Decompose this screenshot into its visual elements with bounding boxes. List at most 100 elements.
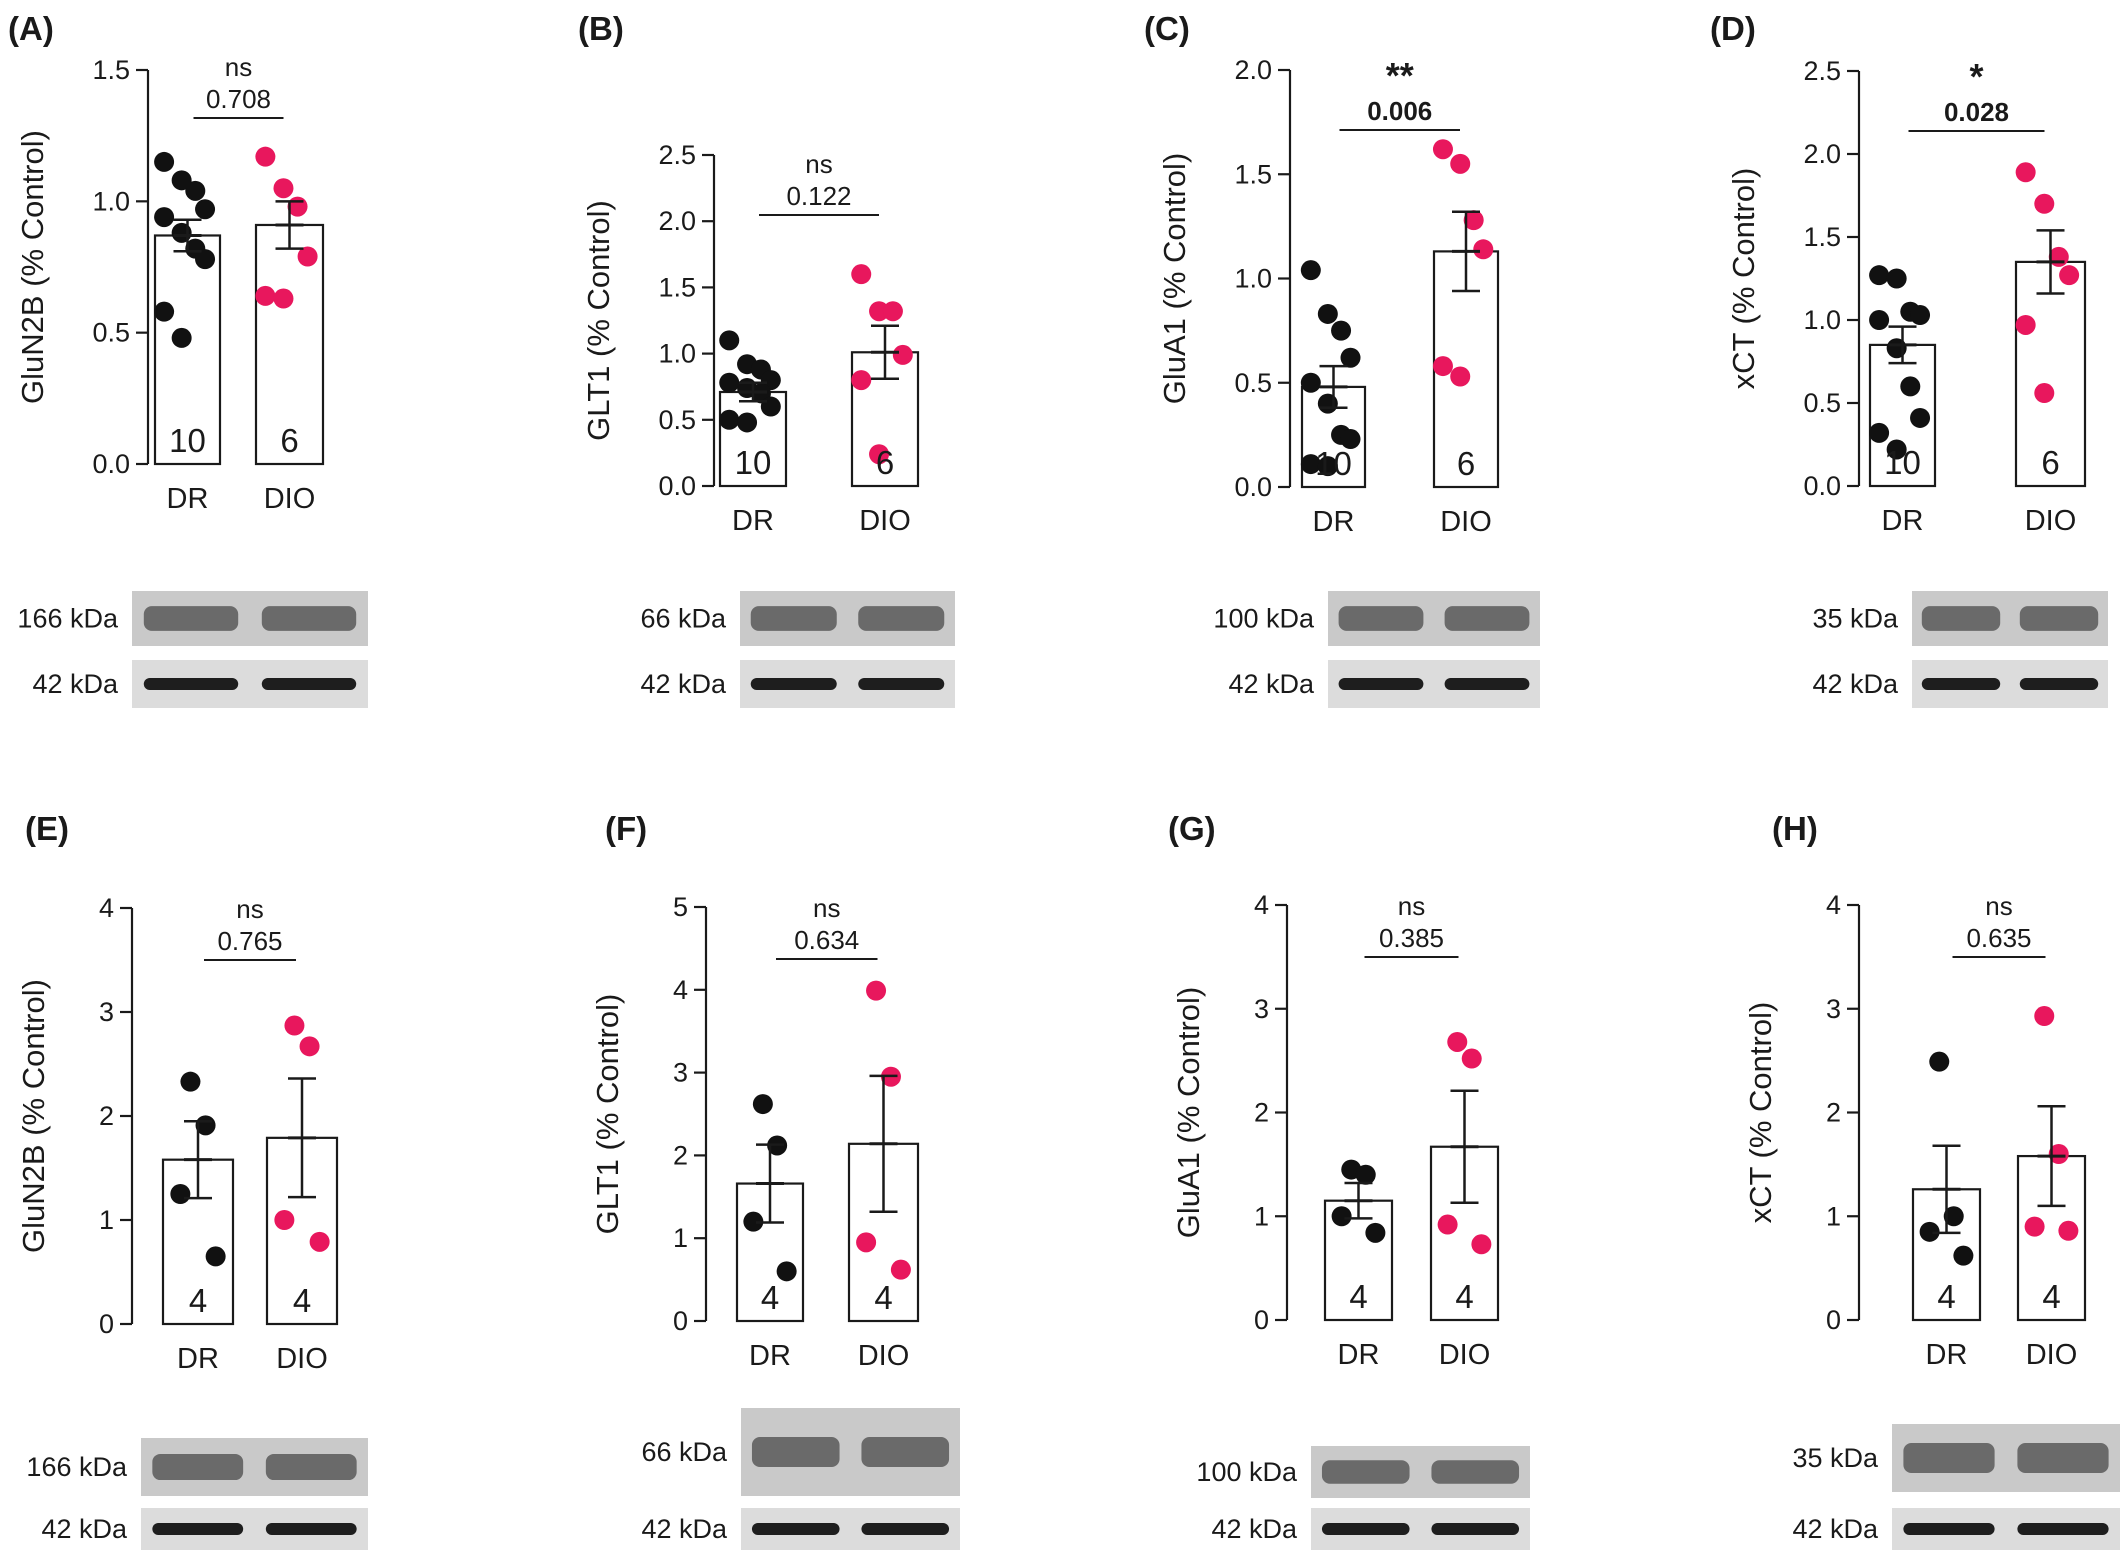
y-tick-label: 1.0 (1803, 305, 1841, 335)
data-point-dio (297, 246, 318, 267)
data-point-dr (737, 412, 758, 433)
n-label: 6 (2041, 444, 2059, 481)
data-point-dr (1300, 372, 1321, 393)
y-tick-label: 4 (99, 893, 114, 923)
actin-band (265, 1523, 357, 1535)
data-point-dio (1432, 356, 1453, 377)
error-bar-dio (2037, 1105, 2066, 1208)
data-point-dr (1365, 1222, 1386, 1243)
y-tick-label: 2.5 (1803, 56, 1841, 86)
protein-band (1903, 1443, 1995, 1473)
y-tick-label: 3 (99, 997, 114, 1027)
protein-band (143, 606, 239, 631)
error-bar-dio (871, 324, 899, 381)
protein-band (2019, 606, 2099, 631)
protein-band (1444, 606, 1530, 631)
data-point-dr (1340, 429, 1361, 450)
data-point-dr (1886, 268, 1907, 289)
y-tick-label: 2.5 (658, 140, 696, 170)
protein-band (858, 606, 945, 631)
significance-label: ns (225, 52, 252, 82)
panel-letter: (G) (1168, 810, 1216, 847)
y-tick-label: 1.0 (658, 339, 696, 369)
data-point-dr (1900, 376, 1921, 397)
data-point-dio (284, 1015, 305, 1036)
error-bar-dr (739, 381, 767, 403)
y-tick-label: 5 (673, 892, 688, 922)
blot-label-target: 66 kDa (640, 604, 727, 634)
n-label: 6 (280, 422, 298, 459)
x-category-label: DIO (2025, 505, 2077, 537)
actin-band (751, 1523, 840, 1535)
actin-band (1338, 678, 1424, 690)
p-value-label: 0.708 (206, 84, 271, 114)
x-category-label: DR (1926, 1339, 1968, 1371)
error-bar-dio (869, 1074, 898, 1213)
p-value-label: 0.385 (1379, 923, 1444, 953)
blot-label-actin: 42 kDa (1792, 1514, 1879, 1544)
panel-d: (D) 0.0 0.5 1.0 1.5 2.0 2.5 xCT (% Control) 10 6 D… (1710, 10, 2108, 708)
x-category-label: DIO (859, 505, 911, 537)
protein-band (265, 1453, 357, 1481)
western-blot: 35 kDa 42 kDa (1792, 1424, 2120, 1550)
y-axis-label: xCT (% Control) (1743, 1002, 1778, 1224)
p-value-label: 0.634 (794, 925, 859, 955)
western-blot: 66 kDa 42 kDa (640, 591, 955, 708)
y-tick-label: 1.5 (92, 55, 130, 85)
data-point-dio (1432, 139, 1453, 160)
p-value-label: 0.765 (217, 926, 282, 956)
protein-band (861, 1437, 950, 1467)
data-point-dr (1340, 347, 1361, 368)
data-point-dr (1886, 439, 1907, 460)
x-category-label: DR (749, 1340, 791, 1372)
data-point-dio (2024, 1216, 2045, 1237)
y-tick-label: 1.0 (1234, 264, 1272, 294)
blot-label-actin: 42 kDa (32, 669, 119, 699)
panel-letter: (C) (1144, 10, 1190, 47)
data-point-dio (1463, 210, 1484, 231)
data-point-dio (1461, 1048, 1482, 1069)
data-point-dr (1355, 1164, 1376, 1185)
data-point-dio (2034, 383, 2055, 404)
y-tick-label: 0.5 (1803, 388, 1841, 418)
y-tick-label: 0.0 (658, 471, 696, 501)
blot-label-actin: 42 kDa (41, 1514, 128, 1544)
y-axis-label: xCT (% Control) (1726, 168, 1761, 390)
blot-label-actin: 42 kDa (640, 669, 727, 699)
y-tick-label: 0.0 (92, 449, 130, 479)
p-value-label: 0.028 (1944, 97, 2009, 127)
western-blot: 166 kDa 42 kDa (17, 591, 368, 708)
y-tick-label: 3 (673, 1058, 688, 1088)
data-point-dio (273, 178, 294, 199)
blot-label-target: 35 kDa (1812, 604, 1899, 634)
y-tick-label: 1.5 (658, 272, 696, 302)
y-tick-label: 3 (1254, 994, 1269, 1024)
data-point-dr (1331, 320, 1352, 341)
western-blot: 66 kDa 42 kDa (641, 1408, 960, 1550)
data-point-dio (1437, 1214, 1458, 1235)
data-point-dio (851, 264, 872, 285)
data-point-dr (1300, 260, 1321, 281)
error-bar-dio (1450, 1089, 1479, 1205)
p-value-label: 0.635 (1966, 923, 2031, 953)
n-label: 6 (1457, 445, 1475, 482)
y-axis-label: GluA1 (% Control) (1157, 153, 1192, 405)
significance-label: ns (1398, 891, 1425, 921)
significance-label: ns (236, 894, 263, 924)
data-point-dio (274, 1210, 295, 1230)
blot-label-target: 35 kDa (1792, 1443, 1879, 1473)
error-bar-dr (184, 1119, 212, 1200)
blot-label-target: 166 kDa (26, 1452, 128, 1482)
data-point-dr (743, 1211, 764, 1232)
protein-band (1321, 1460, 1410, 1484)
blot-label-actin: 42 kDa (1211, 1514, 1298, 1544)
panel-letter: (E) (25, 810, 69, 847)
blot-label-target: 100 kDa (1196, 1457, 1298, 1487)
protein-band (750, 606, 837, 631)
significance-label: * (1969, 56, 1983, 97)
data-point-dr (719, 330, 740, 351)
error-bar-dr (1344, 1181, 1373, 1220)
y-tick-label: 4 (673, 975, 688, 1005)
blot-label-target: 100 kDa (1213, 604, 1315, 634)
